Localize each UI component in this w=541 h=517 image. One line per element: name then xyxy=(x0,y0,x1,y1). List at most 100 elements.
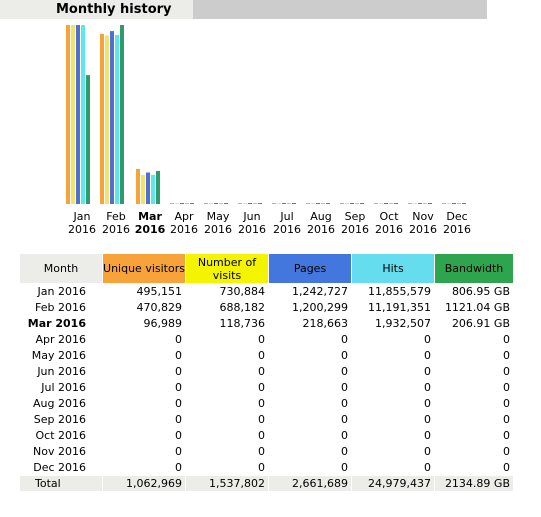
value-cell-bandwidth: 0 xyxy=(503,349,510,362)
bar-bandwidth-jul-2016 xyxy=(292,203,296,204)
bar-hits-mar-2016 xyxy=(151,174,155,204)
value-cell-unique-visitors: 0 xyxy=(175,461,182,474)
value-cell-pages: 0 xyxy=(341,397,348,410)
bar-pages-aug-2016 xyxy=(316,203,320,204)
month-cell: Aug 2016 xyxy=(33,397,86,410)
bar-unique-visitors-mar-2016 xyxy=(136,168,140,204)
bar-hits-dec-2016 xyxy=(457,203,461,204)
month-cell: Mar 2016 xyxy=(27,317,86,330)
value-cell-hits: 0 xyxy=(424,429,431,442)
value-cell-pages: 0 xyxy=(341,445,348,458)
month-cell: Jan 2016 xyxy=(37,285,86,298)
total-cell-unique-visitors: 1,062,969 xyxy=(103,476,185,491)
value-cell-unique-visitors: 0 xyxy=(175,349,182,362)
monthly-history-chart xyxy=(66,25,466,205)
value-cell-hits: 11,191,351 xyxy=(368,301,431,314)
bar-bandwidth-apr-2016 xyxy=(190,203,194,204)
table-row: Nov 2016 0 0 0 0 0 xyxy=(20,444,513,459)
month-cell: Oct 2016 xyxy=(35,429,86,442)
chart-label-year: 2016 xyxy=(102,223,130,236)
table-row: Apr 2016 0 0 0 0 0 xyxy=(20,332,513,347)
chart-label-jul: Jul 2016 xyxy=(270,210,304,236)
value-cell-number-of-visits: 118,736 xyxy=(219,317,266,330)
table-row: Jul 2016 0 0 0 0 0 xyxy=(20,380,513,395)
chart-label-year: 2016 xyxy=(273,223,301,236)
value-cell-bandwidth: 806.95 GB xyxy=(451,285,510,298)
bar-hits-feb-2016 xyxy=(115,35,119,204)
bar-unique-visitors-nov-2016 xyxy=(408,203,412,204)
bar-bandwidth-nov-2016 xyxy=(428,203,432,204)
chart-label-year: 2016 xyxy=(375,223,403,236)
bar-hits-jul-2016 xyxy=(287,203,291,204)
month-cell: Apr 2016 xyxy=(35,333,86,346)
month-cell: Sep 2016 xyxy=(33,413,86,426)
month-cell: Jul 2016 xyxy=(41,381,86,394)
table-row: Oct 2016 0 0 0 0 0 xyxy=(20,428,513,443)
bar-bandwidth-jun-2016 xyxy=(258,203,262,204)
value-cell-hits: 0 xyxy=(424,397,431,410)
bar-bandwidth-oct-2016 xyxy=(394,203,398,204)
chart-label-month: Aug xyxy=(310,210,332,223)
bar-pages-may-2016 xyxy=(214,203,218,204)
value-cell-unique-visitors: 470,829 xyxy=(136,301,183,314)
value-cell-number-of-visits: 0 xyxy=(258,445,265,458)
value-cell-pages: 0 xyxy=(341,461,348,474)
chart-label-year: 2016 xyxy=(341,223,369,236)
chart-label-year: 2016 xyxy=(68,223,96,236)
bar-unique-visitors-sep-2016 xyxy=(340,203,344,204)
column-header-unique-visitors: Unique visitors xyxy=(103,254,185,283)
value-cell-number-of-visits: 730,884 xyxy=(219,285,266,298)
table-row: Jan 2016 495,151 730,884 1,242,727 11,855,57… xyxy=(20,284,513,299)
value-cell-pages: 0 xyxy=(341,413,348,426)
chart-label-month: Feb xyxy=(106,210,126,223)
value-cell-bandwidth: 0 xyxy=(503,413,510,426)
bar-number-of-visits-mar-2016 xyxy=(141,174,145,204)
bar-number-of-visits-jan-2016 xyxy=(71,25,75,204)
total-cell-pages: 2,661,689 xyxy=(269,476,351,491)
bar-pages-apr-2016 xyxy=(180,203,184,204)
chart-label-jun: Jun 2016 xyxy=(235,210,269,236)
bar-hits-jun-2016 xyxy=(253,203,257,204)
bar-number-of-visits-oct-2016 xyxy=(379,203,383,204)
bar-unique-visitors-jun-2016 xyxy=(238,203,242,204)
bar-number-of-visits-jun-2016 xyxy=(243,203,247,204)
value-cell-bandwidth: 0 xyxy=(503,365,510,378)
value-cell-pages: 1,200,299 xyxy=(292,301,348,314)
total-cell-bandwidth: 2134.89 GB xyxy=(435,476,513,491)
table-total-row: Total 1,062,969 1,537,802 2,661,689 24,979,4… xyxy=(20,476,513,491)
bar-pages-mar-2016 xyxy=(146,172,150,204)
chart-label-may: May 2016 xyxy=(201,210,235,236)
value-cell-unique-visitors: 495,151 xyxy=(136,285,183,298)
value-cell-unique-visitors: 96,989 xyxy=(143,317,183,330)
month-cell: May 2016 xyxy=(31,349,86,362)
value-cell-hits: 0 xyxy=(424,365,431,378)
section-header: Monthly history xyxy=(0,0,487,19)
chart-label-year: 2016 xyxy=(238,223,266,236)
bar-bandwidth-feb-2016 xyxy=(120,25,124,204)
bar-bandwidth-jan-2016 xyxy=(86,75,90,204)
value-cell-number-of-visits: 0 xyxy=(258,365,265,378)
bar-unique-visitors-dec-2016 xyxy=(442,203,446,204)
value-cell-hits: 0 xyxy=(424,445,431,458)
column-header-pages: Pages xyxy=(269,254,351,283)
value-cell-hits: 11,855,579 xyxy=(368,285,431,298)
bar-pages-nov-2016 xyxy=(418,203,422,204)
section-title: Monthly history xyxy=(0,0,193,19)
table-row: Aug 2016 0 0 0 0 0 xyxy=(20,396,513,411)
bar-pages-feb-2016 xyxy=(110,31,114,204)
chart-label-month: Oct xyxy=(379,210,399,223)
value-cell-pages: 218,663 xyxy=(302,317,349,330)
table-row: May 2016 0 0 0 0 0 xyxy=(20,348,513,363)
value-cell-unique-visitors: 0 xyxy=(175,429,182,442)
value-cell-pages: 1,242,727 xyxy=(292,285,348,298)
bar-number-of-visits-jul-2016 xyxy=(277,203,281,204)
chart-label-aug: Aug 2016 xyxy=(304,210,338,236)
table-row: Sep 2016 0 0 0 0 0 xyxy=(20,412,513,427)
value-cell-unique-visitors: 0 xyxy=(175,445,182,458)
month-cell: Nov 2016 xyxy=(33,445,86,458)
column-header-hits: Hits xyxy=(352,254,434,283)
table-row: Feb 2016 470,829 688,182 1,200,299 11,191,35… xyxy=(20,300,513,315)
month-cell: Feb 2016 xyxy=(35,301,86,314)
value-cell-bandwidth: 0 xyxy=(503,429,510,442)
value-cell-bandwidth: 0 xyxy=(503,461,510,474)
